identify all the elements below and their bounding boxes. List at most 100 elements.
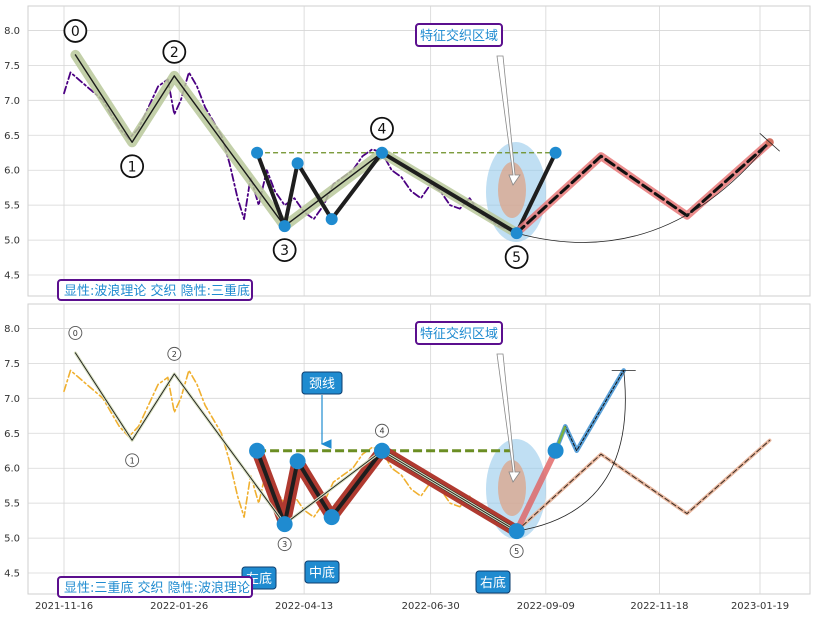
top-wave-label-2: 2 bbox=[170, 45, 179, 61]
bottom-feature-ellipse-inner bbox=[498, 460, 526, 516]
bottom-y-axis: 4.5 5.0 5.5 6.0 6.5 7.0 7.5 8.0 bbox=[4, 324, 20, 580]
x-tick-label: 2022-06-30 bbox=[402, 601, 460, 612]
bottom-feature-arrow bbox=[496, 353, 521, 483]
bottom-feature-annotation-box bbox=[415, 321, 503, 345]
top-feature-annotation-box bbox=[415, 23, 503, 47]
top-pattern-label: 显性:波浪理论 交织 隐性:三重底 bbox=[57, 279, 253, 301]
bottom-wave-label-circle-3 bbox=[277, 537, 292, 552]
bottom-pattern-label: 显性:三重底 交织 隐性:波浪理论 bbox=[57, 576, 253, 598]
x-tick-label: 2021-11-16 bbox=[35, 601, 93, 612]
y-tick-label: 7.5 bbox=[4, 61, 20, 72]
y-tick-label: 6.0 bbox=[4, 166, 20, 177]
bottom-triple-point-4 bbox=[373, 442, 390, 459]
bottom-wave-label-circle-4 bbox=[375, 423, 389, 438]
x-tick-label: 2022-01-26 bbox=[150, 601, 208, 612]
top-feature-annotation-text: 特征交织区域 bbox=[420, 28, 498, 44]
top-feature-arrow bbox=[496, 55, 521, 186]
top-wave-label-0: 0 bbox=[71, 24, 80, 40]
x-tick-label: 2022-09-09 bbox=[517, 601, 575, 612]
top-wave-label-5: 5 bbox=[512, 250, 521, 266]
bottom-panel: 4.5 5.0 5.5 6.0 6.5 7.0 7.5 8.0 2021-11-16 2022-… bbox=[4, 303, 811, 612]
y-tick-label: 5.5 bbox=[4, 499, 20, 510]
bottom-wave-path bbox=[73, 351, 519, 533]
top-panel: 4.5 5.0 5.5 6.0 6.5 7.0 7.5 8.0 0 1 2 3 4 5 特征交织区域 显… bbox=[4, 5, 811, 301]
bottom-projection-path bbox=[514, 438, 772, 533]
bottom-wave-label-circle-0 bbox=[68, 325, 83, 340]
y-tick-label: 8.0 bbox=[4, 26, 20, 37]
x-tick-label: 2023-01-19 bbox=[731, 601, 789, 612]
bottom-triple-bottom-points bbox=[249, 442, 564, 540]
bottom-pattern-label-box bbox=[57, 576, 253, 598]
top-wave-label-3: 3 bbox=[280, 243, 289, 259]
bottom-wave-label-circle-2 bbox=[167, 346, 182, 361]
top-triple-point-5 bbox=[510, 227, 523, 240]
y-tick-label: 5.0 bbox=[4, 534, 20, 545]
top-wave-label-1: 1 bbox=[128, 159, 137, 175]
bottom-triple-point-6 bbox=[547, 442, 564, 459]
bottom-wave-label-5: 5 bbox=[514, 547, 519, 556]
top-wave-label-circle-3 bbox=[272, 238, 297, 263]
bottom-triple-point-1 bbox=[276, 516, 293, 533]
top-wave-label-4: 4 bbox=[378, 122, 387, 138]
top-projection-tick bbox=[759, 132, 781, 152]
middle-bottom-callout: 中底 bbox=[304, 560, 340, 584]
y-tick-label: 5.0 bbox=[4, 236, 20, 247]
bottom-feature-annotation-text: 特征交织区域 bbox=[420, 326, 498, 342]
bottom-wave-line bbox=[74, 352, 518, 532]
x-tick-label: 2022-11-18 bbox=[630, 601, 688, 612]
top-triple-point-0 bbox=[251, 146, 264, 159]
bottom-projection-line bbox=[516, 439, 771, 532]
top-wave-label-circle-4 bbox=[370, 116, 394, 141]
bottom-wave-label-0: 0 bbox=[73, 329, 78, 338]
bottom-wave-label-3: 3 bbox=[282, 540, 287, 549]
bottom-wave-label-1: 1 bbox=[130, 456, 135, 465]
top-y-axis: 4.5 5.0 5.5 6.0 6.5 7.0 7.5 8.0 bbox=[4, 26, 20, 282]
y-tick-label: 6.5 bbox=[4, 429, 20, 440]
top-projection-line bbox=[515, 140, 772, 235]
top-wave-label-circle-5 bbox=[504, 245, 529, 270]
bottom-wave-label-4: 4 bbox=[379, 427, 384, 436]
top-triple-point-3 bbox=[325, 213, 338, 226]
y-tick-label: 6.0 bbox=[4, 464, 20, 475]
top-wave-label-circle-1 bbox=[120, 154, 145, 179]
neckline-callout: 颈线 bbox=[301, 371, 343, 449]
y-tick-label: 4.5 bbox=[4, 569, 20, 580]
bottom-triple-rise bbox=[513, 447, 559, 535]
top-wave-label-circle-0 bbox=[63, 19, 88, 43]
middle-bottom-callout-box bbox=[304, 560, 340, 584]
top-pattern-label-box bbox=[57, 279, 253, 301]
bottom-pattern-label-text: 显性:三重底 交织 隐性:波浪理论 bbox=[64, 580, 250, 596]
bottom-x-axis: 2021-11-16 2022-01-26 2022-04-13 2022-06-30… bbox=[35, 601, 789, 612]
bottom-triple-point-5 bbox=[508, 523, 525, 540]
top-plot-area bbox=[27, 5, 811, 297]
top-pattern-label-text: 显性:波浪理论 交织 隐性:三重底 bbox=[64, 283, 250, 299]
bottom-wave-label-circle-1 bbox=[125, 453, 140, 468]
bottom-breakout-arc bbox=[516, 370, 626, 532]
top-projection-arc bbox=[516, 142, 771, 243]
top-wave-label-circle-2 bbox=[162, 39, 187, 64]
right-bottom-callout-text: 右底 bbox=[480, 575, 506, 591]
y-tick-label: 7.5 bbox=[4, 359, 20, 370]
neckline-callout-box bbox=[301, 371, 343, 395]
bottom-feature-arrow-shape bbox=[496, 353, 521, 483]
top-feature-annotation: 特征交织区域 bbox=[415, 23, 503, 47]
y-tick-label: 5.5 bbox=[4, 201, 20, 212]
bottom-wave-label-2: 2 bbox=[172, 350, 177, 359]
right-bottom-callout-box bbox=[475, 570, 511, 594]
top-triple-point-1 bbox=[278, 220, 291, 233]
y-tick-label: 6.5 bbox=[4, 131, 20, 142]
right-bottom-callout: 右底 bbox=[475, 570, 511, 594]
top-triple-point-2 bbox=[291, 157, 304, 170]
y-tick-label: 4.5 bbox=[4, 271, 20, 282]
middle-bottom-callout-text: 中底 bbox=[309, 565, 335, 581]
bottom-wave-label-circle-5 bbox=[509, 544, 524, 559]
bottom-feature-annotation: 特征交织区域 bbox=[415, 321, 503, 345]
bottom-triple-point-2 bbox=[289, 453, 306, 470]
top-projection-path bbox=[512, 132, 781, 243]
y-tick-label: 8.0 bbox=[4, 324, 20, 335]
x-tick-label: 2022-04-13 bbox=[275, 601, 333, 612]
bottom-triple-point-0 bbox=[249, 442, 266, 459]
bottom-wave-labels: 0 1 2 3 4 5 bbox=[68, 325, 524, 559]
neckline-callout-text: 颈线 bbox=[309, 377, 335, 392]
